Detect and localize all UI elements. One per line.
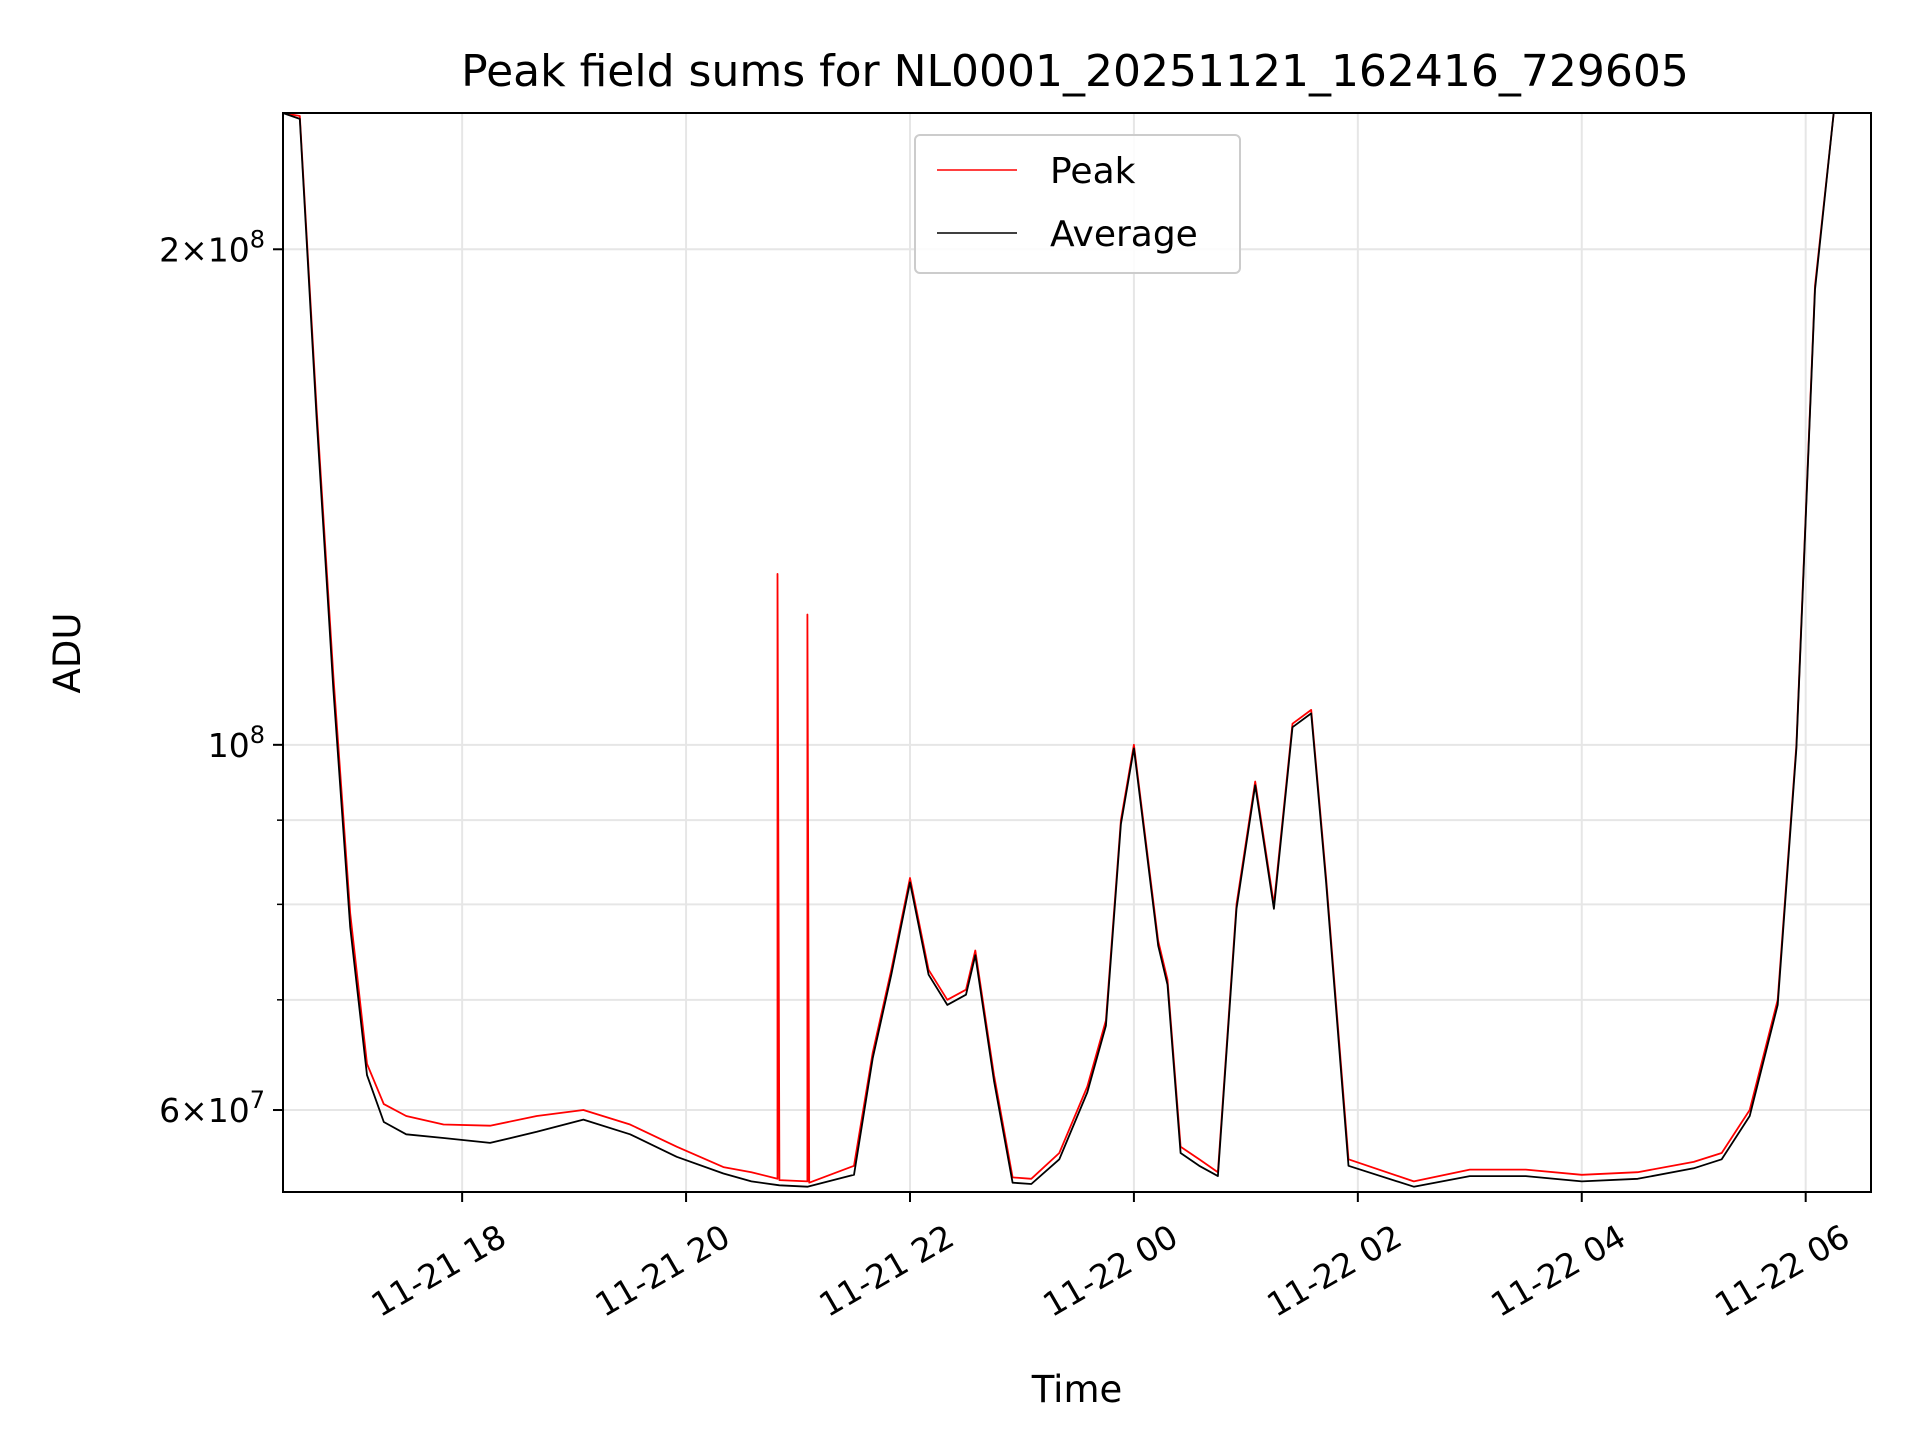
legend-label-average: Average: [1050, 214, 1198, 255]
chart-title: Peak field sums for NL0001_20251121_1624…: [461, 46, 1689, 97]
y-axis-label: ADU: [46, 613, 89, 694]
series-line-average: [283, 113, 1835, 1188]
y-tick-label: 6×107: [159, 1086, 265, 1130]
series-layer: [283, 113, 1835, 1188]
plot-frame: [282, 112, 1872, 1193]
series-line-peak: [283, 113, 1835, 1184]
y-tick-label: 2×108: [159, 225, 265, 269]
y-axis: 6×107 108 2×108: [159, 225, 283, 1130]
y-tick-label: 108: [208, 721, 265, 765]
legend-label-peak: Peak: [1050, 151, 1136, 192]
x-axis-label: Time: [1031, 1368, 1123, 1411]
legend: Peak Average: [914, 134, 1241, 274]
